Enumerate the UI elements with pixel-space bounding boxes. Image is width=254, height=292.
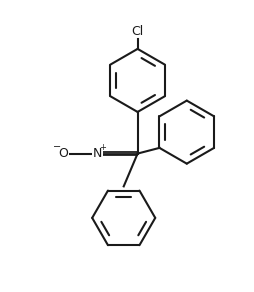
- Text: −: −: [52, 142, 60, 152]
- Text: O: O: [58, 147, 68, 160]
- Text: +: +: [99, 143, 106, 152]
- Text: N: N: [92, 147, 102, 160]
- Text: Cl: Cl: [131, 25, 143, 38]
